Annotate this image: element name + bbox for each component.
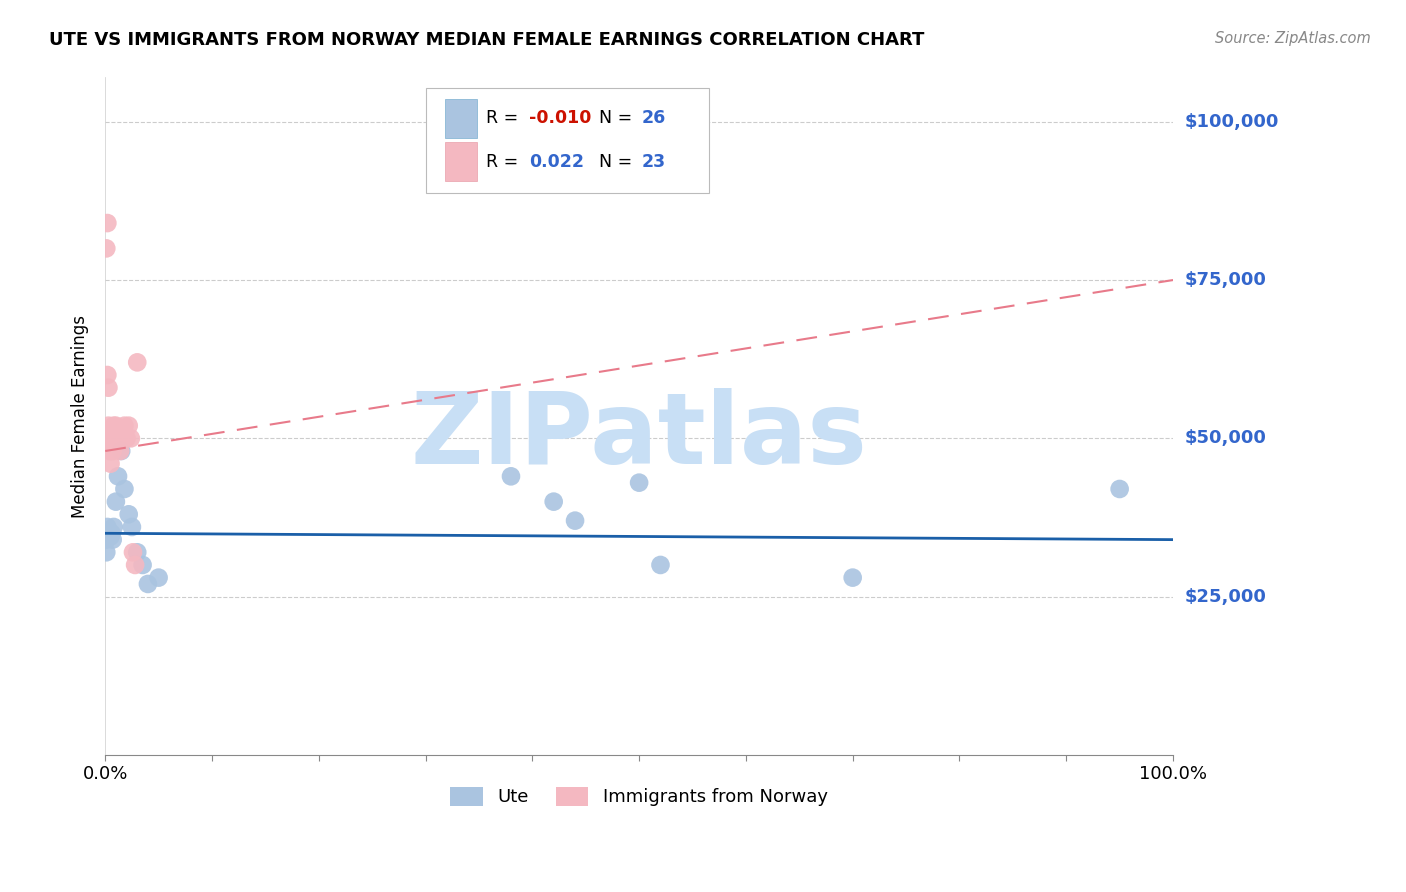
Text: 0.022: 0.022: [529, 153, 583, 170]
Point: [100, 431, 122, 445]
Text: UTE VS IMMIGRANTS FROM NORWAY MEDIAN FEMALE EARNINGS CORRELATION CHART: UTE VS IMMIGRANTS FROM NORWAY MEDIAN FEM…: [49, 31, 925, 49]
Point: [127, 545, 149, 559]
Point: [124, 558, 146, 572]
Point: [104, 431, 127, 445]
Point: [96, 520, 118, 534]
Point: [114, 418, 136, 433]
Point: [103, 418, 125, 433]
Y-axis label: Median Female Earnings: Median Female Earnings: [72, 315, 89, 517]
Point: [543, 494, 565, 508]
Point: [564, 514, 586, 528]
Point: [121, 520, 143, 534]
Point: [104, 418, 127, 433]
Text: Source: ZipAtlas.com: Source: ZipAtlas.com: [1215, 31, 1371, 46]
Text: N =: N =: [588, 153, 637, 170]
Legend: Ute, Immigrants from Norway: Ute, Immigrants from Norway: [443, 780, 835, 814]
Text: ZIPatlas: ZIPatlas: [411, 388, 868, 485]
Text: $25,000: $25,000: [1184, 588, 1265, 606]
Point: [499, 469, 522, 483]
Point: [96, 545, 118, 559]
Point: [96, 216, 118, 230]
Point: [110, 444, 132, 458]
Point: [118, 418, 141, 433]
Point: [97, 431, 120, 445]
Point: [96, 241, 118, 255]
Text: R =: R =: [486, 110, 524, 128]
Point: [100, 529, 122, 543]
Point: [148, 571, 170, 585]
Point: [114, 482, 136, 496]
Point: [100, 526, 122, 541]
FancyBboxPatch shape: [426, 87, 709, 193]
Text: R =: R =: [486, 153, 530, 170]
Point: [97, 526, 120, 541]
Point: [120, 431, 142, 445]
Text: N =: N =: [588, 110, 637, 128]
Point: [841, 571, 863, 585]
Point: [131, 558, 153, 572]
Point: [98, 526, 121, 541]
Point: [101, 533, 124, 547]
Point: [101, 444, 124, 458]
Point: [127, 355, 149, 369]
Point: [108, 444, 131, 458]
Point: [98, 444, 121, 458]
Point: [103, 520, 125, 534]
Point: [97, 381, 120, 395]
Point: [136, 577, 159, 591]
Point: [97, 418, 120, 433]
Point: [115, 431, 138, 445]
Point: [122, 545, 145, 559]
Point: [96, 533, 118, 547]
Text: $100,000: $100,000: [1184, 112, 1278, 131]
Point: [107, 469, 129, 483]
Point: [628, 475, 651, 490]
Point: [96, 368, 118, 382]
Point: [111, 431, 134, 445]
Point: [100, 457, 122, 471]
Point: [118, 508, 141, 522]
Text: $50,000: $50,000: [1184, 429, 1265, 447]
Point: [650, 558, 672, 572]
Text: -0.010: -0.010: [529, 110, 592, 128]
FancyBboxPatch shape: [444, 99, 477, 137]
Text: 23: 23: [641, 153, 665, 170]
Text: 26: 26: [641, 110, 665, 128]
Text: $75,000: $75,000: [1184, 271, 1265, 289]
Point: [1108, 482, 1130, 496]
Point: [107, 431, 129, 445]
FancyBboxPatch shape: [444, 143, 477, 181]
Point: [104, 494, 127, 508]
